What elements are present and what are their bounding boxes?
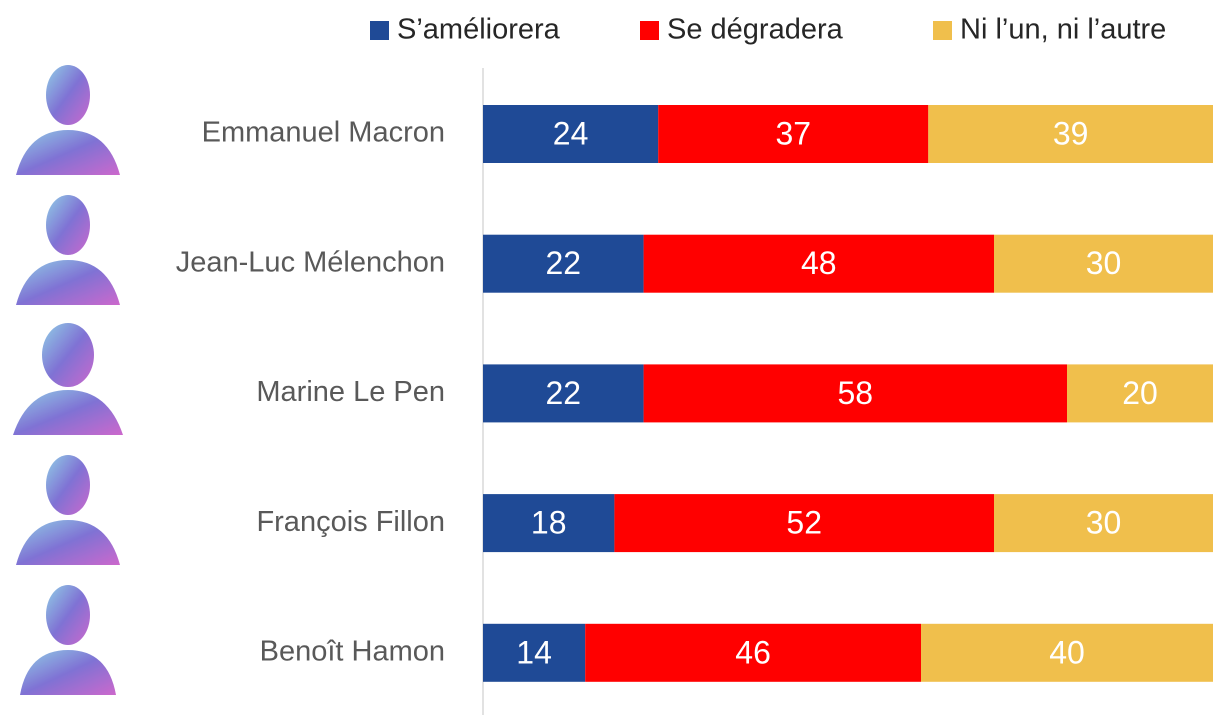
value-label: 39 [1053,115,1089,151]
legend-label: Ni l’un, ni l’autre [960,14,1166,46]
value-label: 58 [838,375,874,411]
bar-segment [483,105,659,163]
value-label: 30 [1086,505,1122,541]
value-label: 40 [1049,634,1085,670]
value-label: 20 [1122,375,1158,411]
category-label: Emmanuel Macron [202,117,445,149]
value-label: 18 [531,505,567,541]
value-label: 22 [546,375,582,411]
bar-segment [483,234,644,293]
bar-segment [585,623,921,682]
bar-segment [994,494,1213,553]
bar-segment [928,105,1213,163]
bar-segment [483,364,644,423]
portrait [13,323,123,435]
bar-segment [921,623,1213,682]
bar-segment [483,623,586,682]
portrait [20,585,116,695]
portrait [16,65,120,175]
bar-segment [614,494,994,553]
legend-swatch [640,21,659,40]
legend-swatch [370,21,389,40]
bar-segment [483,494,615,553]
bar-segment [643,234,994,293]
value-label: 37 [775,115,811,151]
portrait [16,195,120,305]
legend-label: S’améliorera [397,14,561,46]
value-label: 22 [546,245,582,281]
value-label: 52 [786,505,822,541]
category-label: Jean-Luc Mélenchon [176,246,445,278]
bar-segment [1067,364,1213,423]
value-label: 24 [553,115,589,151]
value-label: 14 [516,634,552,670]
category-label: Benoît Hamon [260,635,445,667]
value-label: 30 [1086,245,1122,281]
category-label: Marine Le Pen [256,376,445,408]
portrait [16,455,120,565]
portraits [13,65,123,695]
bar-segment [994,234,1213,293]
value-label: 48 [801,245,837,281]
legend-label: Se dégradera [667,14,844,46]
bar-segment [643,364,1067,423]
value-label: 46 [735,634,771,670]
legend-swatch [933,21,952,40]
category-label: François Fillon [256,506,445,538]
bar-segment [658,105,929,163]
